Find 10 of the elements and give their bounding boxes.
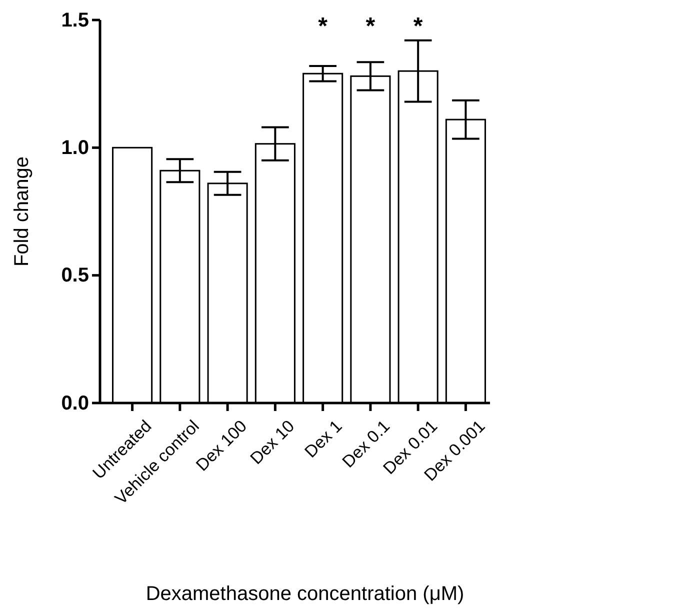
x-tick-label: Dex 10 <box>246 416 298 468</box>
data-label: * <box>318 13 328 40</box>
data-label: * <box>366 13 376 40</box>
x-axis-title: Dexamethasone concentration (μM) <box>146 583 464 605</box>
y-tick-label: 1.5 <box>61 9 89 32</box>
data-label: * <box>413 13 424 40</box>
y-tick-label: 0.5 <box>61 264 89 287</box>
y-axis-title: Fold change <box>11 156 33 267</box>
y-tick-label: 1.0 <box>61 137 89 160</box>
y-tick-label: 0.0 <box>61 392 89 414</box>
